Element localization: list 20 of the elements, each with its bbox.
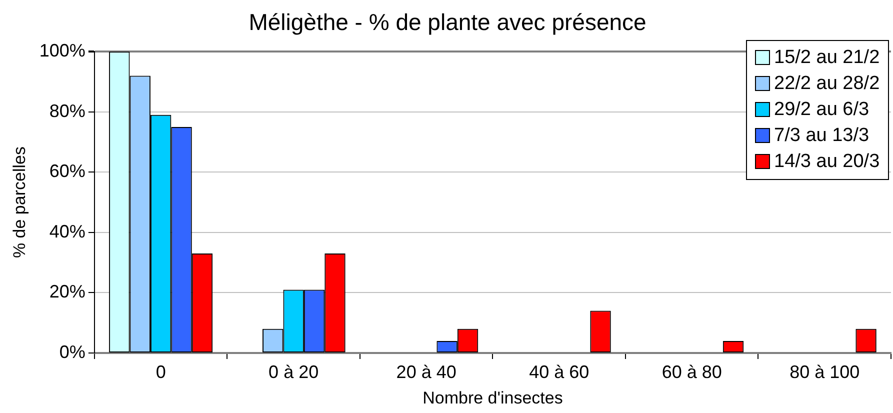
x-tick-label: 20 à 40 (396, 362, 456, 382)
y-tick-label: 0% (59, 342, 86, 362)
legend-label: 15/2 au 21/2 (774, 46, 880, 70)
x-tick-label: 40 à 60 (529, 362, 590, 382)
x-tick-label: 0 à 20 (268, 362, 319, 382)
y-tick-label: 40% (49, 221, 86, 242)
legend-label: 29/2 au 6/3 (774, 98, 870, 122)
x-axis-title: Nombre d'insectes (422, 388, 563, 408)
y-tick-label: 20% (49, 282, 86, 302)
legend-label: 22/2 au 28/2 (774, 72, 880, 96)
x-tick-label: 80 à 100 (790, 362, 860, 382)
x-tick-label: 0 (156, 362, 166, 382)
x-tick-label: 60 à 80 (662, 362, 722, 382)
legend-label: 14/3 au 20/3 (774, 150, 880, 174)
y-tick-label: 60% (49, 161, 86, 182)
y-tick-label: 80% (49, 100, 86, 121)
y-axis-title: % de parcelles (10, 146, 29, 258)
y-tick-label: 100% (39, 40, 86, 61)
chart-title: Méligèthe - % de plante avec présence (248, 9, 646, 36)
legend-label: 7/3 au 13/3 (774, 124, 870, 148)
